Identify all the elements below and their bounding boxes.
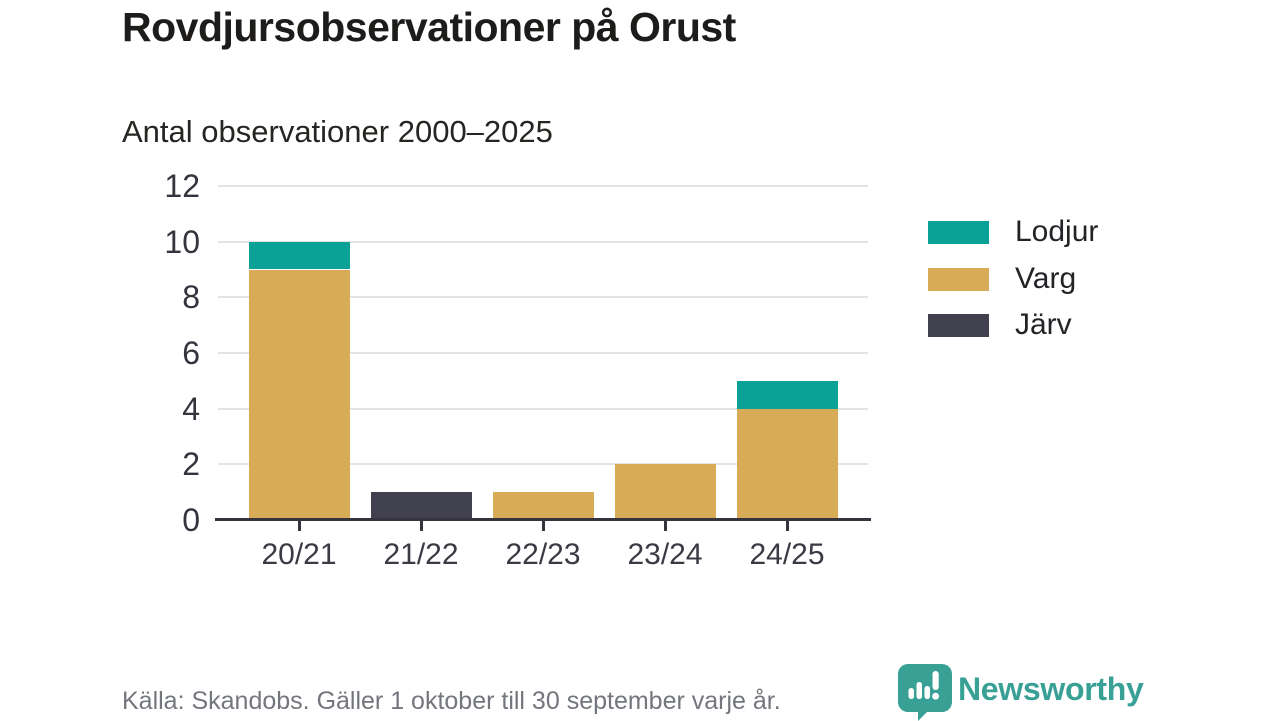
- x-axis-tick: [297, 520, 301, 531]
- y-axis-tick-label: 0: [182, 502, 200, 538]
- gridline-y8: [218, 296, 868, 299]
- y-axis-tick-label: 8: [182, 279, 200, 316]
- x-axis-tick-label: 22/23: [505, 538, 581, 571]
- newsworthy-logo-icon: [898, 664, 952, 721]
- x-axis-tick-label: 21/22: [383, 538, 459, 571]
- legend-swatch-varg: [928, 267, 989, 291]
- bar-segment-lodjur-24/25: [736, 380, 838, 409]
- legend-label-järv: Järv: [1015, 308, 1072, 341]
- bar-segment-varg-24/25: [736, 408, 838, 520]
- gridline-y4: [218, 407, 868, 410]
- x-axis-line: [215, 518, 871, 521]
- legend-label-lodjur: Lodjur: [1015, 215, 1099, 248]
- bar-segment-varg-20/21: [248, 269, 350, 520]
- legend-swatch-järv: [928, 314, 989, 337]
- y-axis-tick-label: 2: [182, 446, 200, 483]
- bar-segment-järv-21/22: [370, 492, 472, 520]
- newsworthy-logo: Newsworthy: [897, 663, 1167, 721]
- brand-name: Newsworthy: [958, 671, 1144, 707]
- x-axis-tick: [785, 520, 789, 531]
- gridline-y12: [218, 185, 868, 187]
- chart-subtitle: Antal observationer 2000–2025: [122, 114, 553, 149]
- y-axis-tick-label: 6: [182, 335, 200, 371]
- x-axis-tick: [663, 520, 667, 531]
- gridline-y10: [218, 240, 868, 243]
- legend-swatch-lodjur: [928, 221, 989, 244]
- gridline-y6: [218, 352, 868, 354]
- y-axis-tick-label: 4: [182, 390, 200, 427]
- legend-label-varg: Varg: [1015, 261, 1077, 295]
- x-axis-tick-label: 23/24: [627, 538, 703, 571]
- bar-segment-lodjur-20/21: [248, 241, 350, 270]
- gridline-y2: [218, 463, 868, 466]
- source-note: Källa: Skandobs. Gäller 1 oktober till 3…: [122, 687, 781, 715]
- x-axis-tick: [541, 520, 545, 531]
- x-axis-tick-label: 20/21: [261, 538, 337, 571]
- y-axis-tick-label: 12: [164, 168, 200, 204]
- x-axis-tick-label: 24/25: [749, 538, 825, 571]
- page-title: Rovdjursobservationer på Orust: [122, 4, 736, 50]
- y-axis-tick-label: 10: [164, 223, 200, 260]
- x-axis-tick: [419, 520, 423, 531]
- bar-segment-varg-23/24: [614, 464, 716, 520]
- bar-segment-varg-22/23: [492, 492, 594, 520]
